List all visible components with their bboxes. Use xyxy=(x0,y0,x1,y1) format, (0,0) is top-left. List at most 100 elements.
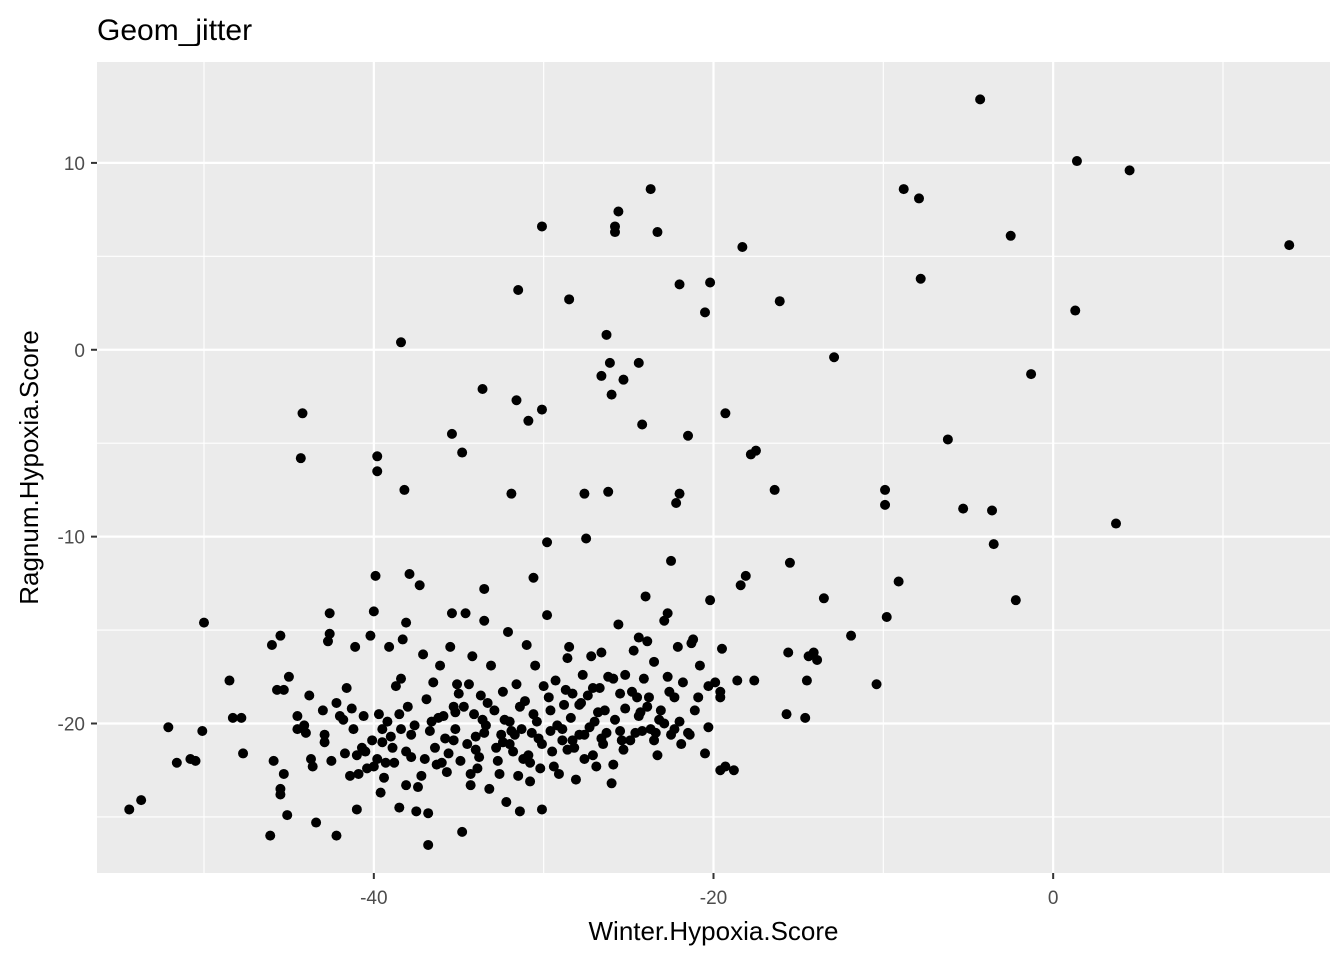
data-point xyxy=(423,839,434,850)
data-point xyxy=(649,735,660,746)
y-axis-title: Ragnum.Hypoxia.Score xyxy=(14,330,44,605)
data-point xyxy=(1111,518,1122,529)
data-point xyxy=(987,505,998,516)
data-point xyxy=(538,681,549,692)
data-point xyxy=(609,714,620,725)
data-point xyxy=(801,675,812,686)
data-point xyxy=(384,641,395,652)
data-point xyxy=(662,671,673,682)
data-point xyxy=(975,94,986,105)
data-point xyxy=(613,619,624,630)
data-point xyxy=(542,610,553,621)
data-point xyxy=(550,675,561,686)
data-point xyxy=(642,701,653,712)
data-point xyxy=(637,419,648,430)
data-point xyxy=(472,763,483,774)
data-point xyxy=(1070,305,1081,316)
data-point xyxy=(570,774,581,785)
data-point xyxy=(492,755,503,766)
major-gridlines xyxy=(97,62,1330,873)
data-point xyxy=(511,395,522,406)
data-point xyxy=(720,761,731,772)
data-point xyxy=(307,761,318,772)
x-tick-label: -20 xyxy=(700,888,727,909)
data-point xyxy=(402,701,413,712)
data-point xyxy=(914,193,924,204)
data-point xyxy=(640,591,651,602)
data-point xyxy=(521,640,532,651)
data-point xyxy=(562,653,573,664)
data-point xyxy=(1026,369,1037,380)
data-point xyxy=(784,557,795,568)
data-point xyxy=(282,810,293,821)
data-point xyxy=(475,690,486,701)
data-point xyxy=(958,503,969,514)
data-point xyxy=(655,705,666,716)
y-axis-ticks: -20 -10 0 10 xyxy=(58,154,97,736)
data-point xyxy=(686,638,697,649)
data-point xyxy=(559,699,570,710)
data-point xyxy=(283,671,294,682)
data-point xyxy=(463,679,474,690)
data-point xyxy=(705,277,716,288)
data-point xyxy=(514,806,525,817)
data-point xyxy=(469,709,480,720)
data-point xyxy=(584,722,595,733)
data-point xyxy=(368,606,379,617)
data-point xyxy=(331,830,342,841)
data-point xyxy=(684,729,695,740)
data-point xyxy=(582,690,593,701)
data-point xyxy=(275,789,286,800)
data-point xyxy=(514,701,525,712)
data-point xyxy=(474,752,485,763)
data-point xyxy=(705,595,716,606)
data-point xyxy=(666,555,677,566)
data-point xyxy=(769,484,780,495)
data-point xyxy=(394,709,405,720)
data-point xyxy=(732,675,743,686)
data-point xyxy=(372,451,383,462)
data-point xyxy=(562,744,573,755)
data-point xyxy=(547,746,558,757)
y-tick-label: 10 xyxy=(64,154,85,175)
data-point xyxy=(671,498,682,509)
data-point xyxy=(460,608,471,619)
data-point xyxy=(1124,165,1135,176)
data-point xyxy=(689,705,700,716)
data-point xyxy=(266,640,277,651)
data-point xyxy=(606,389,617,400)
data-point xyxy=(450,724,461,735)
data-point xyxy=(224,675,235,686)
data-point xyxy=(171,757,182,768)
data-point xyxy=(382,716,393,727)
data-point xyxy=(401,617,412,628)
data-point xyxy=(136,795,147,806)
data-point xyxy=(528,572,539,583)
data-point xyxy=(586,651,597,662)
data-point xyxy=(482,697,493,708)
data-point xyxy=(319,729,330,740)
data-point xyxy=(346,703,357,714)
data-point xyxy=(317,705,328,716)
data-point xyxy=(662,608,673,619)
data-point xyxy=(674,716,685,727)
data-point xyxy=(406,752,417,763)
data-point xyxy=(774,296,785,307)
data-point xyxy=(458,701,469,712)
data-point xyxy=(649,656,660,667)
data-point xyxy=(401,780,412,791)
data-point xyxy=(496,729,507,740)
data-point xyxy=(700,748,711,759)
data-point xyxy=(564,294,575,305)
data-point xyxy=(526,727,537,738)
data-point xyxy=(674,488,685,499)
data-point xyxy=(448,735,459,746)
data-point xyxy=(396,724,407,735)
data-point xyxy=(450,707,461,718)
data-point xyxy=(489,705,500,716)
data-point xyxy=(479,583,490,594)
data-point xyxy=(358,711,369,722)
data-point xyxy=(390,681,401,692)
data-point xyxy=(389,757,400,768)
